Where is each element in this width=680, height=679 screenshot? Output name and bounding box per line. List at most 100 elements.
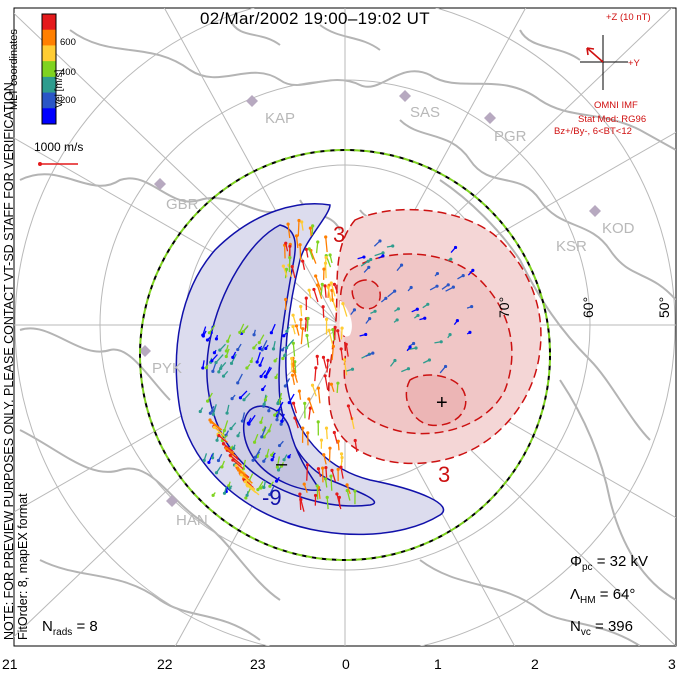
vector-origin <box>247 423 250 426</box>
vector-origin <box>236 467 239 470</box>
imf-y-label: +Y <box>628 58 640 69</box>
lambda-symbol: Λ <box>570 586 580 603</box>
vector-origin <box>267 429 270 432</box>
nrads-value: = 8 <box>76 618 97 635</box>
vector-origin <box>330 383 333 386</box>
vector-origin <box>258 347 261 350</box>
colorbar-segment <box>42 14 56 30</box>
vector-origin <box>275 418 278 421</box>
vector-origin <box>292 402 295 405</box>
vector-origin <box>316 240 319 243</box>
vector-origin <box>306 317 309 320</box>
velocity-vector <box>300 494 301 510</box>
vector-origin <box>301 260 304 263</box>
vector-origin <box>327 286 330 289</box>
vector-origin <box>273 359 276 362</box>
radar-count: Nrads = 8 <box>42 618 98 638</box>
vector-origin <box>312 288 315 291</box>
vector-origin <box>210 359 213 362</box>
vector-origin <box>270 331 273 334</box>
velocity-vector <box>326 468 327 479</box>
imf-source: OMNI IMF <box>594 100 638 111</box>
positive-contour-label-top: 3 <box>333 222 345 247</box>
vector-origin <box>228 486 231 489</box>
vector-origin <box>203 459 206 462</box>
mlt-tick-0: 0 <box>342 656 350 672</box>
vector-origin <box>335 492 338 495</box>
nrads-symbol: N <box>42 618 53 635</box>
vector-origin <box>218 349 221 352</box>
vector-origin <box>322 453 325 456</box>
velocity-vector <box>298 221 299 237</box>
vector-origin <box>295 234 298 237</box>
vector-origin <box>251 459 254 462</box>
vector-origin <box>340 347 343 350</box>
colorbar-tick-400: 400 <box>60 67 76 78</box>
vector-origin <box>317 420 320 423</box>
mlt-tick-21: 21 <box>2 656 18 672</box>
velocity-vector <box>317 242 318 253</box>
vector-origin <box>428 358 431 361</box>
vector-origin <box>220 465 223 468</box>
vector-origin <box>305 248 308 251</box>
vector-origin <box>341 302 344 305</box>
mlt-tick-2: 2 <box>531 656 539 672</box>
vector-origin <box>328 447 331 450</box>
vector-origin <box>396 318 399 321</box>
vector-origin <box>288 256 291 259</box>
vector-origin <box>282 264 285 267</box>
velocity-vector <box>325 376 328 390</box>
vector-origin <box>301 426 304 429</box>
lat-label-50: 50° <box>656 297 672 318</box>
vector-origin <box>364 333 367 336</box>
vector-origin <box>345 343 348 346</box>
vector-count: Nvc = 396 <box>570 618 633 638</box>
vector-origin <box>300 220 303 223</box>
vector-origin <box>225 411 228 414</box>
vector-origin <box>281 348 284 351</box>
velocity-vector <box>327 360 328 372</box>
vector-origin <box>320 439 323 442</box>
vector-origin <box>209 412 212 415</box>
velocity-vector <box>317 486 318 500</box>
vector-origin <box>258 364 261 367</box>
vector-origin <box>393 290 396 293</box>
vector-origin <box>258 341 261 344</box>
vector-origin <box>314 274 317 277</box>
vector-origin <box>273 413 276 416</box>
negative-contour-label: -9 <box>262 485 282 510</box>
velocity-vector <box>293 343 294 356</box>
vector-origin <box>340 327 343 330</box>
vector-origin <box>324 466 327 469</box>
vector-origin <box>222 442 225 445</box>
vector-origin <box>354 439 357 442</box>
vector-origin <box>207 461 210 464</box>
vector-origin <box>236 348 239 351</box>
nvc-subscript: vc <box>581 627 591 638</box>
vector-origin <box>259 375 262 378</box>
vector-origin <box>211 456 214 459</box>
vector-origin <box>408 345 411 348</box>
vector-origin <box>311 384 314 387</box>
vector-origin <box>278 444 281 447</box>
vector-origin <box>236 434 239 437</box>
mlt-tick-23: 23 <box>250 656 266 672</box>
vector-origin <box>416 308 419 311</box>
velocity-vector <box>309 408 310 419</box>
vector-origin <box>333 283 336 286</box>
lambda-value: = 64° <box>600 586 636 603</box>
vector-origin <box>211 370 214 373</box>
vector-origin <box>337 468 340 471</box>
vector-origin <box>317 467 320 470</box>
vector-origin <box>326 359 329 362</box>
vector-origin <box>393 359 396 362</box>
nvc-value: = 396 <box>595 618 633 635</box>
velocity-vector <box>307 336 309 348</box>
vector-origin <box>397 307 400 310</box>
vector-origin <box>303 482 306 485</box>
vector-origin <box>323 284 326 287</box>
vector-origin <box>381 251 384 254</box>
vector-origin <box>214 361 217 364</box>
vector-origin <box>322 268 325 271</box>
vector-origin <box>262 460 265 463</box>
